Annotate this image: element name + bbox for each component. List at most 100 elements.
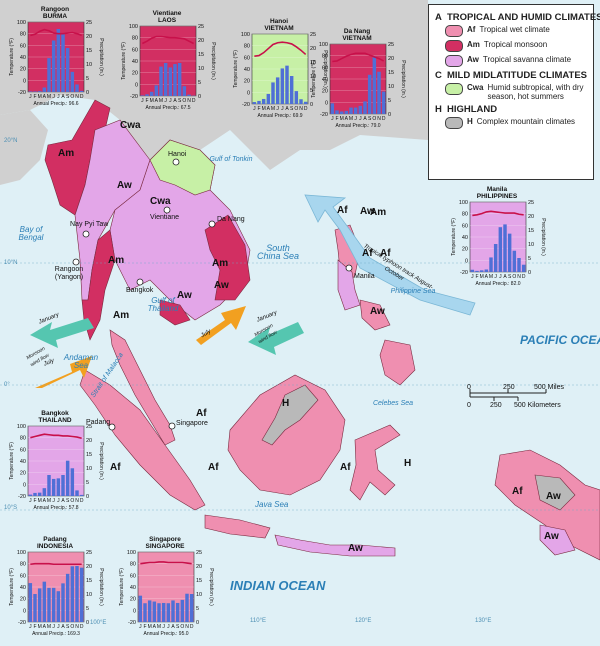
precip-bar [70,468,75,496]
legend-item-aw: Aw Tropical savanna climate [445,55,587,67]
precip-tick: 20 [528,214,534,220]
precip-bar [157,603,161,622]
precip-bar [299,99,303,104]
climograph-country: LAOS [157,17,177,24]
precip-tick: 25 [86,20,92,26]
month-tick: O [180,624,184,630]
month-tick: A [267,106,271,112]
climate-code-aw: Aw [370,306,385,317]
water-label: PACIFIC OCEAN [520,333,600,347]
scale-miles-label: 250 [503,384,515,391]
precip-bar [37,588,42,622]
climate-code-aw: Aw [544,531,559,542]
temp-line [30,433,82,440]
precip-bar [353,107,358,114]
temp-axis-label: Temperature (°F) [451,218,457,256]
precip-bar [70,71,75,92]
precip-tick: 20 [388,56,394,62]
temp-tick: -20 [460,270,468,276]
precip-tick: 10 [86,466,92,472]
precip-tick: 0 [86,90,89,96]
precip-axis-label: Precipitation (in.) [210,42,216,80]
precip-tick: 5 [196,606,199,612]
scale-bar [469,389,547,401]
climograph-country: SINGAPORE [145,543,185,550]
precip-tick: 15 [196,578,202,584]
graticule-label: 20°N [4,138,18,144]
temp-line [30,28,82,37]
month-tick: M [157,624,161,630]
arrow-orange-right[interactable] [196,306,246,345]
temp-tick: 20 [322,89,328,95]
precip-tick: 10 [86,592,92,598]
month-tick: S [290,106,294,112]
burma-coast-am [81,229,116,341]
month-tick: F [335,116,338,122]
month-tick: J [57,94,60,100]
precip-bar [363,101,367,114]
annual-precip: Annual Precip.: 96.6 [33,101,78,107]
graticule-label: 120°E [355,618,372,624]
precip-tick: 20 [196,564,202,570]
month-tick: A [171,624,175,630]
city-markers [72,158,353,431]
city-label: Padang [86,419,111,426]
climograph-country: VIETNAM [342,35,372,42]
temp-line [332,52,385,63]
month-tick: J [471,274,474,280]
precip-bar [335,110,339,114]
legend-item-h: H Complex mountain climates [445,117,587,129]
precip-bar [521,264,526,272]
arrow-orange-left[interactable] [35,356,92,388]
month-tick: O [70,498,74,504]
precip-tick: 5 [86,480,89,486]
precip-bar [367,74,372,114]
precip-bar [33,492,37,496]
climate-code-aw: Aw [177,290,192,301]
month-tick: J [359,116,362,122]
annual-precip: Annual Precip.: 57.8 [33,505,78,511]
precip-axis-label: Precipitation (in.) [540,218,546,256]
month-tick: A [43,94,47,100]
month-tick: A [153,624,157,630]
new-guinea-aw [539,524,576,556]
temp-tick: 60 [130,573,136,579]
legend-swatch [445,40,463,52]
precip-bar [159,66,163,96]
precip-bar [79,90,84,92]
water-label: Andaman Sea [63,353,99,370]
precip-bar [489,257,493,272]
month-tick: J [29,498,32,504]
temp-tick: 60 [322,65,328,71]
city-label: Vientiane [150,214,180,221]
precip-bar [42,581,47,622]
temp-axis-label: Temperature (°F) [9,442,15,480]
precip-tick: 10 [86,62,92,68]
precip-bar [187,94,191,96]
month-tick: S [66,498,70,504]
typhoon-arrow[interactable] [304,194,476,316]
month-tick: S [368,116,372,122]
precip-bar [475,270,479,272]
temp-tick: 40 [20,55,26,61]
cambodia-am [159,299,191,326]
month-tick: D [190,624,194,630]
arrow-teal-right[interactable] [248,322,304,355]
precip-bar [163,62,168,96]
temp-tick: 80 [20,436,26,442]
temp-tick: -20 [18,620,26,626]
temp-tick: 80 [244,44,250,50]
arrow-teal-left[interactable] [30,318,94,348]
graticule-label: 0° [4,382,10,388]
month-tick: J [499,274,502,280]
climograph-country: VIETNAM [264,25,294,32]
month-tick: F [475,274,478,280]
land-north [0,0,428,170]
climate-code-af: Af [208,462,219,473]
precip-bar [266,93,271,104]
precip-bar [47,587,51,622]
month-tick: M [340,116,344,122]
month-tick: D [304,106,308,112]
